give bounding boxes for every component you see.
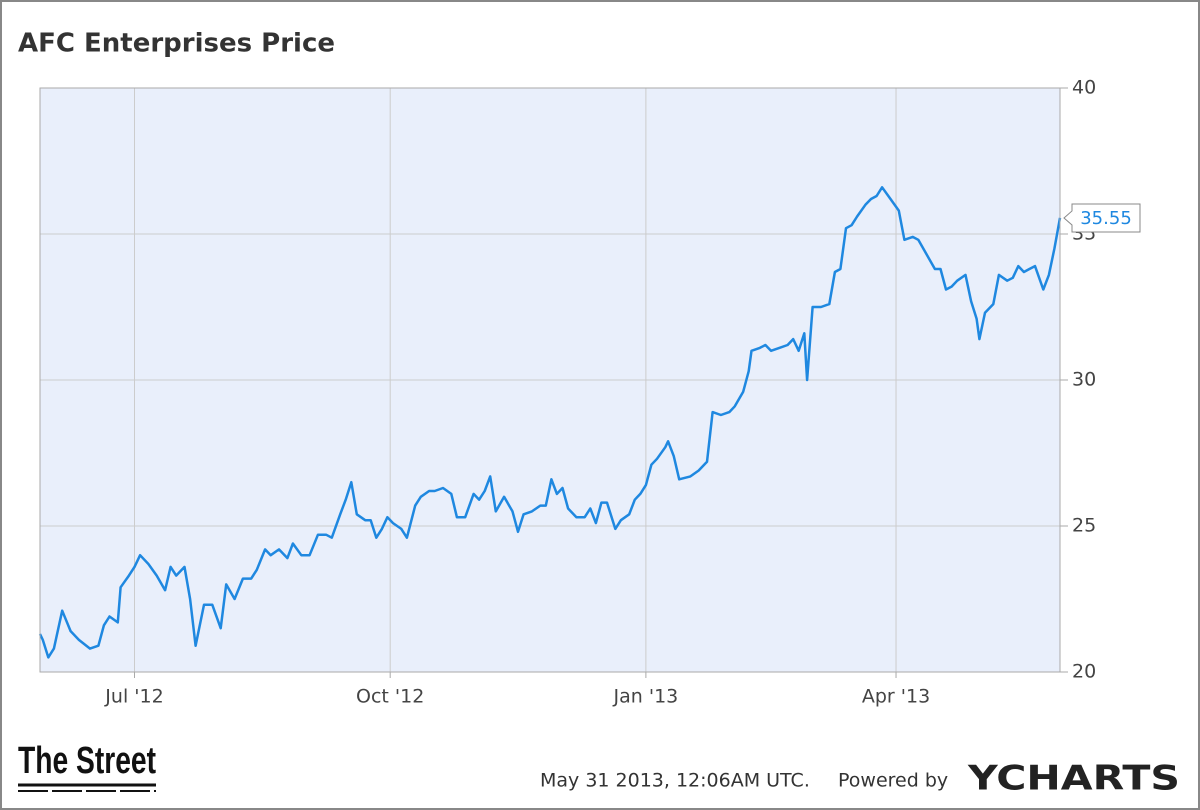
last-value-label: 35.55 <box>1080 208 1132 229</box>
x-tick-label: Jan '13 <box>613 686 679 708</box>
y-tick-label: 20 <box>1072 661 1096 683</box>
source-logo: The Street <box>18 740 156 782</box>
x-tick-label: Oct '12 <box>356 686 424 708</box>
y-tick-label: 40 <box>1072 77 1096 99</box>
value-callout <box>1063 203 1141 233</box>
powered-by: Powered by <box>838 770 948 792</box>
chart-title: AFC Enterprises Price <box>18 29 335 59</box>
price-line <box>38 186 1062 659</box>
x-tick-label: Jul '12 <box>104 686 163 708</box>
x-tick-label: Apr '13 <box>862 686 930 708</box>
brand-logo: YCHARTS <box>967 759 1180 799</box>
y-tick-label: 25 <box>1072 515 1096 537</box>
y-tick-label: 30 <box>1072 369 1096 391</box>
timestamp: May 31 2013, 12:06AM UTC. <box>540 770 810 792</box>
